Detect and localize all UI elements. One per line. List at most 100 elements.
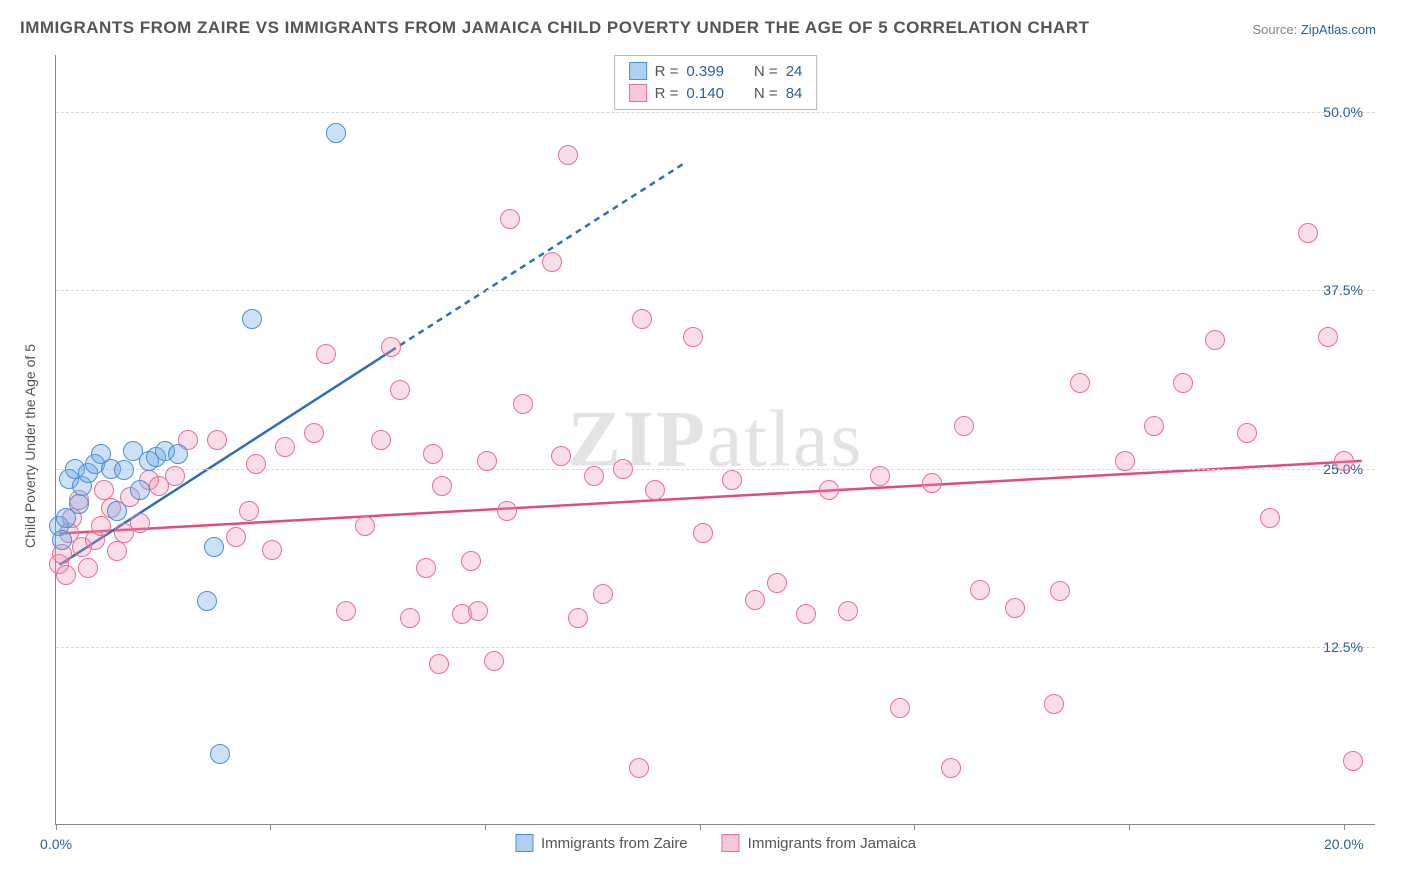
data-point: [69, 494, 89, 514]
x-tick-mark: [1129, 824, 1130, 830]
data-point: [767, 573, 787, 593]
data-point: [954, 416, 974, 436]
data-point: [477, 451, 497, 471]
x-tick-mark: [700, 824, 701, 830]
data-point: [275, 437, 295, 457]
data-point: [1260, 508, 1280, 528]
data-point: [56, 565, 76, 585]
source-link[interactable]: ZipAtlas.com: [1301, 22, 1376, 37]
data-point: [423, 444, 443, 464]
y-tick-label: 50.0%: [1323, 104, 1363, 120]
data-point: [114, 460, 134, 480]
source-prefix: Source:: [1252, 22, 1300, 37]
data-point: [1318, 327, 1338, 347]
data-point: [1205, 330, 1225, 350]
data-point: [819, 480, 839, 500]
data-point: [461, 551, 481, 571]
data-point: [207, 430, 227, 450]
data-point: [94, 480, 114, 500]
data-point: [107, 501, 127, 521]
legend-label: Immigrants from Zaire: [541, 835, 688, 852]
legend-swatch-blue: [515, 834, 533, 852]
data-point: [400, 608, 420, 628]
data-point: [1050, 581, 1070, 601]
data-point: [745, 590, 765, 610]
data-point: [468, 601, 488, 621]
data-point: [210, 744, 230, 764]
data-point: [693, 523, 713, 543]
data-point: [1144, 416, 1164, 436]
x-tick-mark: [485, 824, 486, 830]
data-point: [432, 476, 452, 496]
gridline: [56, 112, 1375, 113]
data-point: [513, 394, 533, 414]
data-point: [1298, 223, 1318, 243]
legend-item-jamaica: Immigrants from Jamaica: [722, 834, 916, 852]
data-point: [91, 516, 111, 536]
x-tick-label: 20.0%: [1324, 836, 1364, 852]
data-point: [542, 252, 562, 272]
data-point: [568, 608, 588, 628]
data-point: [304, 423, 324, 443]
data-point: [838, 601, 858, 621]
data-point: [613, 459, 633, 479]
data-point: [262, 540, 282, 560]
legend-swatch-pink: [722, 834, 740, 852]
data-point: [870, 466, 890, 486]
y-tick-label: 12.5%: [1323, 639, 1363, 655]
data-point: [204, 537, 224, 557]
data-point: [497, 501, 517, 521]
data-point: [645, 480, 665, 500]
data-point: [922, 473, 942, 493]
y-axis-label: Child Poverty Under the Age of 5: [22, 344, 38, 548]
data-point: [1070, 373, 1090, 393]
data-point: [381, 337, 401, 357]
data-point: [242, 309, 262, 329]
data-point: [722, 470, 742, 490]
data-point: [165, 466, 185, 486]
data-point: [1115, 451, 1135, 471]
data-point: [336, 601, 356, 621]
data-point: [130, 480, 150, 500]
data-point: [326, 123, 346, 143]
x-tick-mark: [1344, 824, 1345, 830]
plot-area: ZIPatlas R = 0.399 N = 24 R = 0.140 N = …: [55, 55, 1375, 825]
data-point: [130, 513, 150, 533]
legend-label: Immigrants from Jamaica: [748, 835, 916, 852]
data-point: [371, 430, 391, 450]
data-point: [355, 516, 375, 536]
data-point: [484, 651, 504, 671]
x-tick-mark: [270, 824, 271, 830]
y-tick-label: 37.5%: [1323, 282, 1363, 298]
data-point: [632, 309, 652, 329]
data-point: [197, 591, 217, 611]
data-point: [1173, 373, 1193, 393]
data-point: [390, 380, 410, 400]
data-point: [796, 604, 816, 624]
data-point: [246, 454, 266, 474]
source-credit: Source: ZipAtlas.com: [1252, 22, 1376, 37]
gridline: [56, 290, 1375, 291]
data-point: [890, 698, 910, 718]
data-point: [1237, 423, 1257, 443]
chart-title: IMMIGRANTS FROM ZAIRE VS IMMIGRANTS FROM…: [20, 18, 1090, 38]
x-tick-mark: [56, 824, 57, 830]
data-point: [1005, 598, 1025, 618]
data-point: [1044, 694, 1064, 714]
x-tick-mark: [914, 824, 915, 830]
data-point: [941, 758, 961, 778]
legend-item-zaire: Immigrants from Zaire: [515, 834, 688, 852]
data-point: [52, 530, 72, 550]
data-point: [500, 209, 520, 229]
data-point: [1334, 451, 1354, 471]
data-point: [683, 327, 703, 347]
gridline: [56, 647, 1375, 648]
series-legend: Immigrants from Zaire Immigrants from Ja…: [515, 834, 916, 852]
data-point: [584, 466, 604, 486]
x-tick-label: 0.0%: [40, 836, 72, 852]
data-point: [168, 444, 188, 464]
data-point: [107, 541, 127, 561]
data-point: [226, 527, 246, 547]
data-point: [316, 344, 336, 364]
data-point: [1343, 751, 1363, 771]
